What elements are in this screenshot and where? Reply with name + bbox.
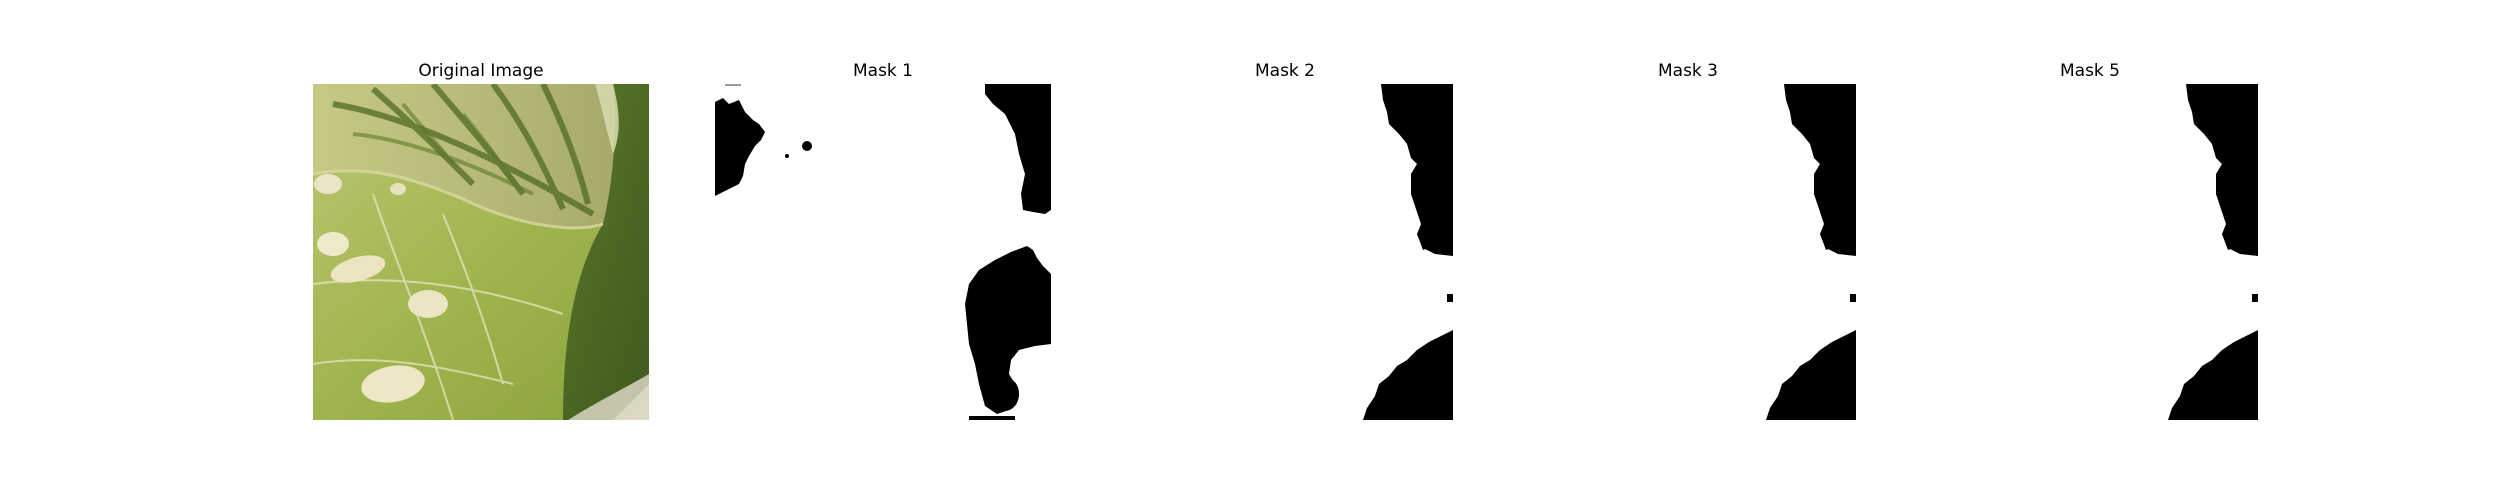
panel-title: Mask 3 (1657, 61, 1718, 81)
panel-title: Original Image (418, 61, 544, 81)
panel-title: Mask 1 (852, 61, 913, 81)
leaf-photo (313, 84, 649, 420)
mask-3-image (1520, 84, 1856, 420)
mask-1-svg (715, 84, 1051, 420)
mask-1-image (715, 84, 1051, 420)
mask-5-image (1922, 84, 2258, 420)
mask-2-svg (1117, 84, 1453, 420)
mask-3-panel: Mask 3 (1520, 56, 1856, 436)
mask-5-svg (1922, 84, 2258, 420)
leaf-photo-svg (313, 84, 649, 420)
original-image-panel: Original Image (313, 56, 649, 436)
mask-2-image (1117, 84, 1453, 420)
mask-5-panel: Mask 5 (1922, 56, 2258, 436)
mask-2-panel: Mask 2 (1117, 56, 1453, 436)
mask-1-panel: Mask 1 (715, 56, 1051, 436)
panel-title: Mask 5 (2059, 61, 2120, 81)
mask-3-svg (1520, 84, 1856, 420)
panel-title: Mask 2 (1254, 61, 1315, 81)
